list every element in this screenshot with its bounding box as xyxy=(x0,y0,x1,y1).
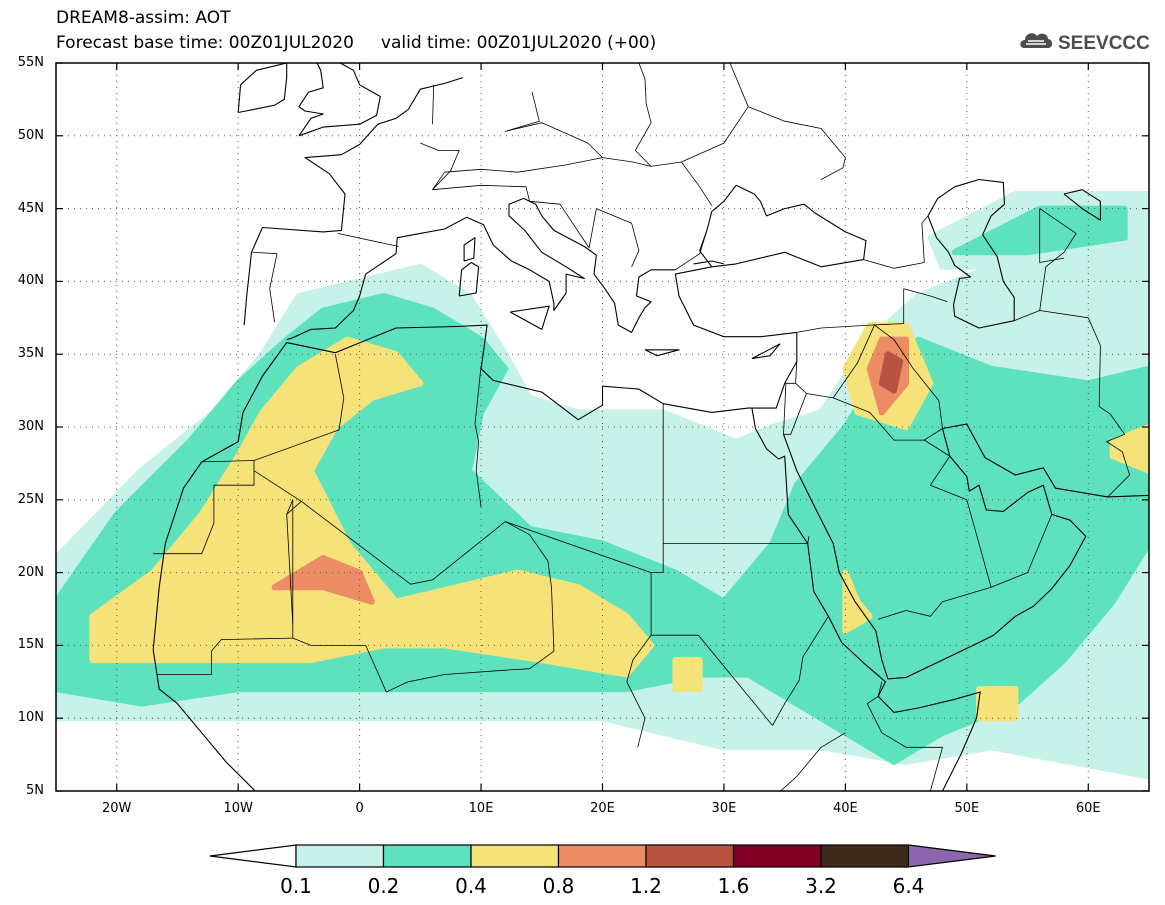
lon-tick-label: 10E xyxy=(468,801,494,816)
country-border xyxy=(866,681,943,791)
coastline xyxy=(751,408,981,791)
lat-tick-label: 25N xyxy=(17,491,44,507)
coastline xyxy=(699,184,867,268)
logo-text: SEEVCCC xyxy=(1058,33,1150,54)
lat-tick-label: 30N xyxy=(17,419,44,434)
lon-tick-label: 30E xyxy=(711,801,737,816)
lon-tick-label: 0 xyxy=(355,801,364,816)
lat-tick-label: 15N xyxy=(17,637,44,653)
country-border xyxy=(651,634,773,726)
lat-tick-label: 45N xyxy=(17,200,44,216)
coastline xyxy=(644,349,680,357)
lat-tick-label: 50N xyxy=(17,127,44,143)
country-border xyxy=(432,157,713,267)
aot-contour-area xyxy=(271,555,375,605)
country-border xyxy=(772,616,829,726)
country-border xyxy=(1039,208,1077,311)
coastline xyxy=(782,423,1149,680)
coastline xyxy=(458,261,480,297)
coastline xyxy=(243,77,463,326)
lon-tick-label: 40E xyxy=(832,801,858,816)
colorbar-level-label: 1.2 xyxy=(630,874,662,898)
coastline xyxy=(693,260,725,265)
country-border xyxy=(863,215,929,269)
country-border xyxy=(1039,208,1065,263)
lon-tick-label: 20W xyxy=(102,801,132,816)
lat-tick-label: 5N xyxy=(26,783,44,798)
country-border xyxy=(783,393,807,435)
country-border xyxy=(1014,310,1130,498)
country-border xyxy=(474,365,482,425)
coastline xyxy=(298,63,324,137)
country-border xyxy=(253,470,555,693)
country-border xyxy=(681,63,749,163)
country-border xyxy=(796,288,905,333)
aot-contour-area xyxy=(878,351,903,394)
country-border xyxy=(286,499,294,624)
lat-tick-label: 20N xyxy=(17,564,44,580)
country-border xyxy=(878,586,992,620)
graticule xyxy=(56,63,1149,791)
country-border xyxy=(783,361,798,435)
country-border xyxy=(253,354,345,461)
coastline xyxy=(509,305,550,330)
country-border xyxy=(634,63,652,167)
country-border xyxy=(505,403,664,573)
lat-tick-label: 35N xyxy=(17,346,44,362)
map-title: DREAM8-assim: AOT xyxy=(56,8,231,28)
country-border xyxy=(626,572,652,748)
country-border xyxy=(337,233,399,247)
cloud-logo-icon xyxy=(1020,33,1053,48)
country-border xyxy=(748,106,846,180)
aot-field xyxy=(56,191,1149,780)
lon-tick-label: 60E xyxy=(1075,801,1101,816)
coastline xyxy=(152,649,256,791)
coastline xyxy=(286,197,676,341)
country-border xyxy=(474,424,482,508)
country-border xyxy=(832,324,943,429)
coastline xyxy=(927,178,1015,329)
colorbar-level-label: 0.2 xyxy=(367,874,400,898)
seevccc-logo: SEEVCCC xyxy=(1020,33,1150,54)
country-border xyxy=(432,84,435,125)
coastline xyxy=(463,237,476,262)
country-border xyxy=(420,142,460,190)
coastline xyxy=(1063,189,1101,221)
colorbar-level-label: 1.6 xyxy=(717,874,750,898)
lon-tick-label: 20E xyxy=(590,801,615,816)
lat-tick-label: 40N xyxy=(17,273,44,289)
aot-contour-area xyxy=(672,657,703,693)
lon-tick-label: 50E xyxy=(954,801,980,816)
coastline xyxy=(751,343,781,360)
axis-ticks xyxy=(56,62,1149,792)
country-border xyxy=(504,92,603,158)
country-border xyxy=(780,732,846,791)
coastline xyxy=(298,63,381,137)
country-border xyxy=(252,251,278,323)
country-border xyxy=(156,637,293,675)
coastline xyxy=(237,63,288,114)
colorbar-level-label: 0.4 xyxy=(455,874,487,898)
aot-contour-area xyxy=(976,686,1019,722)
country-border xyxy=(807,536,810,544)
lat-tick-label: 55N xyxy=(17,55,44,70)
aot-contour-area xyxy=(1109,424,1149,474)
coastline xyxy=(152,251,864,650)
coastlines-borders xyxy=(152,63,1149,791)
lat-tick-label: 10N xyxy=(17,710,44,726)
country-border xyxy=(903,288,948,303)
forecast-time-label: Forecast base time: 00Z01JUL2020 valid t… xyxy=(56,33,657,53)
colorbar-level-label: 6.4 xyxy=(892,874,925,898)
colorbar-level-label: 0.1 xyxy=(280,874,312,898)
country-border xyxy=(675,230,708,271)
colorbar-level-label: 0.8 xyxy=(542,874,575,898)
aot-contour-area xyxy=(842,569,873,634)
lon-tick-label: 10W xyxy=(223,801,253,816)
colorbar-level-label: 3.2 xyxy=(805,874,837,898)
aot-contour-area xyxy=(89,336,655,678)
country-border xyxy=(924,439,1053,588)
